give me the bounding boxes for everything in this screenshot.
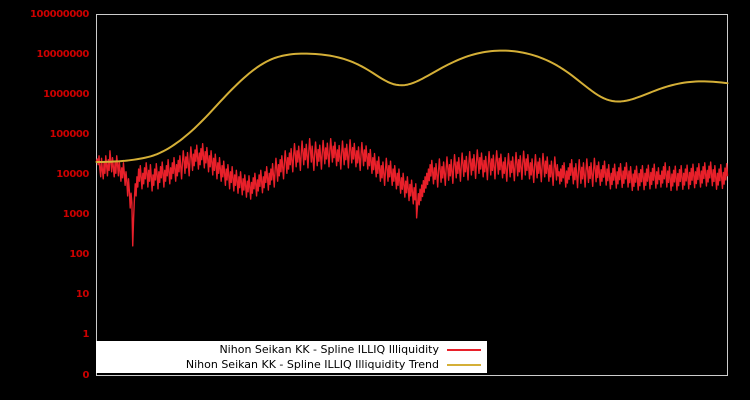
y-tick-label: 10: [75, 289, 90, 301]
line-illiquidity: [95, 138, 729, 247]
y-tick-label: 100: [69, 249, 89, 261]
y-tick-label: 100000000: [29, 8, 89, 20]
y-tick-label: 100000: [49, 128, 90, 140]
legend-label-illiquidity-trend: Nihon Seikan KK - Spline ILLIQ Illiquidi…: [185, 358, 439, 371]
y-tick-label: 1: [82, 329, 89, 341]
y-tick-label: 0: [82, 369, 89, 381]
y-tick-label: 10000: [56, 168, 89, 180]
legend-row-illiquidity[interactable]: Nihon Seikan KK - Spline ILLIQ Illiquidi…: [96, 342, 487, 357]
y-tick-label: 10000000: [36, 48, 90, 60]
legend-row-illiquidity-trend[interactable]: Nihon Seikan KK - Spline ILLIQ Illiquidi…: [96, 357, 487, 372]
chart-legend[interactable]: Nihon Seikan KK - Spline ILLIQ Illiquidi…: [96, 341, 487, 373]
legend-swatch-illiquidity-trend: [447, 363, 481, 366]
y-tick-label: 1000: [62, 209, 90, 221]
plot-area-border: [96, 14, 728, 376]
legend-swatch-illiquidity: [447, 348, 481, 351]
legend-label-illiquidity: Nihon Seikan KK - Spline ILLIQ Illiquidi…: [219, 343, 439, 356]
y-tick-label: 1000000: [43, 88, 89, 100]
series-layer: [95, 49, 729, 247]
line-illiquidity-trend: [95, 49, 729, 164]
